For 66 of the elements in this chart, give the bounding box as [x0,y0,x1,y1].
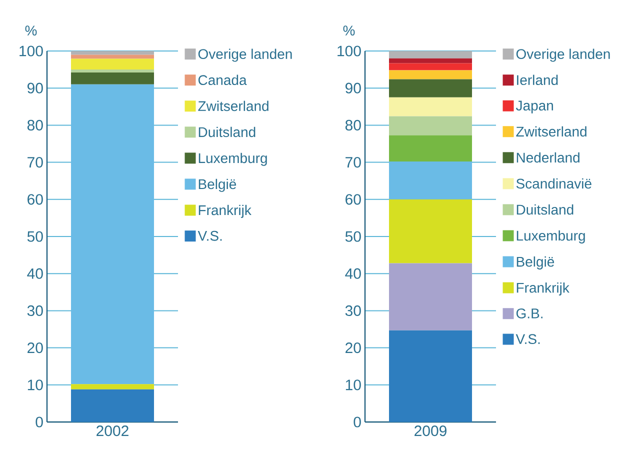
y-tick-label: 10 [28,380,43,390]
legend-label: Zwitserland [198,100,268,112]
bar [71,58,154,70]
y-tick-label: 50 [27,231,43,242]
bar [389,263,472,330]
legend-label: Duitsland [198,126,256,138]
y-tick-label: 40 [345,268,361,279]
legend-label: Luxemburg [198,152,267,166]
y-tick-label: 80 [345,120,361,130]
legend-label: België [516,256,554,270]
y-tick-label: 70 [28,156,43,168]
legend-label: V.S. [516,334,540,344]
legend-label: België [198,178,236,192]
bar [71,389,154,422]
bar [389,330,472,422]
legend-label: G.B. [516,308,542,318]
y-tick-label: 60 [346,194,361,205]
y-tick-label: 0 [354,416,361,428]
bar [71,70,154,73]
bar [389,63,472,70]
bar [389,135,472,162]
legend-label: Duitsland [516,204,574,215]
y-tick-label: 70 [346,156,361,168]
x-tick-label: 2009 [414,426,446,436]
legend-label: Frankrijk [516,282,570,296]
bar [389,116,472,136]
bar [389,199,472,264]
y-axis-title: % [25,26,37,36]
y-axis-title: % [343,26,355,36]
bar [71,54,154,59]
y-tick-label: 0 [36,416,43,428]
legend-label: Japan [516,100,553,114]
y-tick-label: 100 [338,46,361,56]
bar [389,50,472,58]
bar [389,70,472,80]
y-tick-label: 60 [28,194,43,205]
bar [389,97,472,116]
legend-label: V.S. [198,230,222,241]
x-tick-label: 2002 [96,426,128,436]
y-tick-label: 100 [20,46,43,56]
y-tick-label: 10 [346,380,361,390]
bar [389,162,472,200]
y-tick-label: 40 [27,268,43,279]
legend-label: Nederland [516,152,580,163]
legend-label: Frankrijk [198,204,252,218]
legend-label: Canada [198,74,247,86]
legend-label: Ierland [517,74,558,86]
y-tick-label: 30 [27,305,43,316]
bar [71,72,154,84]
bar [389,58,472,64]
y-tick-label: 20 [346,342,361,354]
legend-label: Scandinavië [516,178,592,189]
bar [71,50,154,55]
y-tick-label: 50 [345,231,361,242]
y-tick-label: 90 [346,82,361,94]
bar [389,79,472,98]
bar [71,384,154,390]
y-tick-label: 30 [345,305,361,316]
y-tick-label: 80 [27,120,43,130]
bar [71,84,154,384]
legend-label: Overige landen [516,48,610,62]
legend-label: Zwitserland [516,126,586,137]
y-tick-label: 90 [28,82,43,94]
legend-label: Overige landen [198,48,292,62]
y-tick-label: 20 [28,342,43,354]
legend-label: Luxemburg [516,230,585,244]
